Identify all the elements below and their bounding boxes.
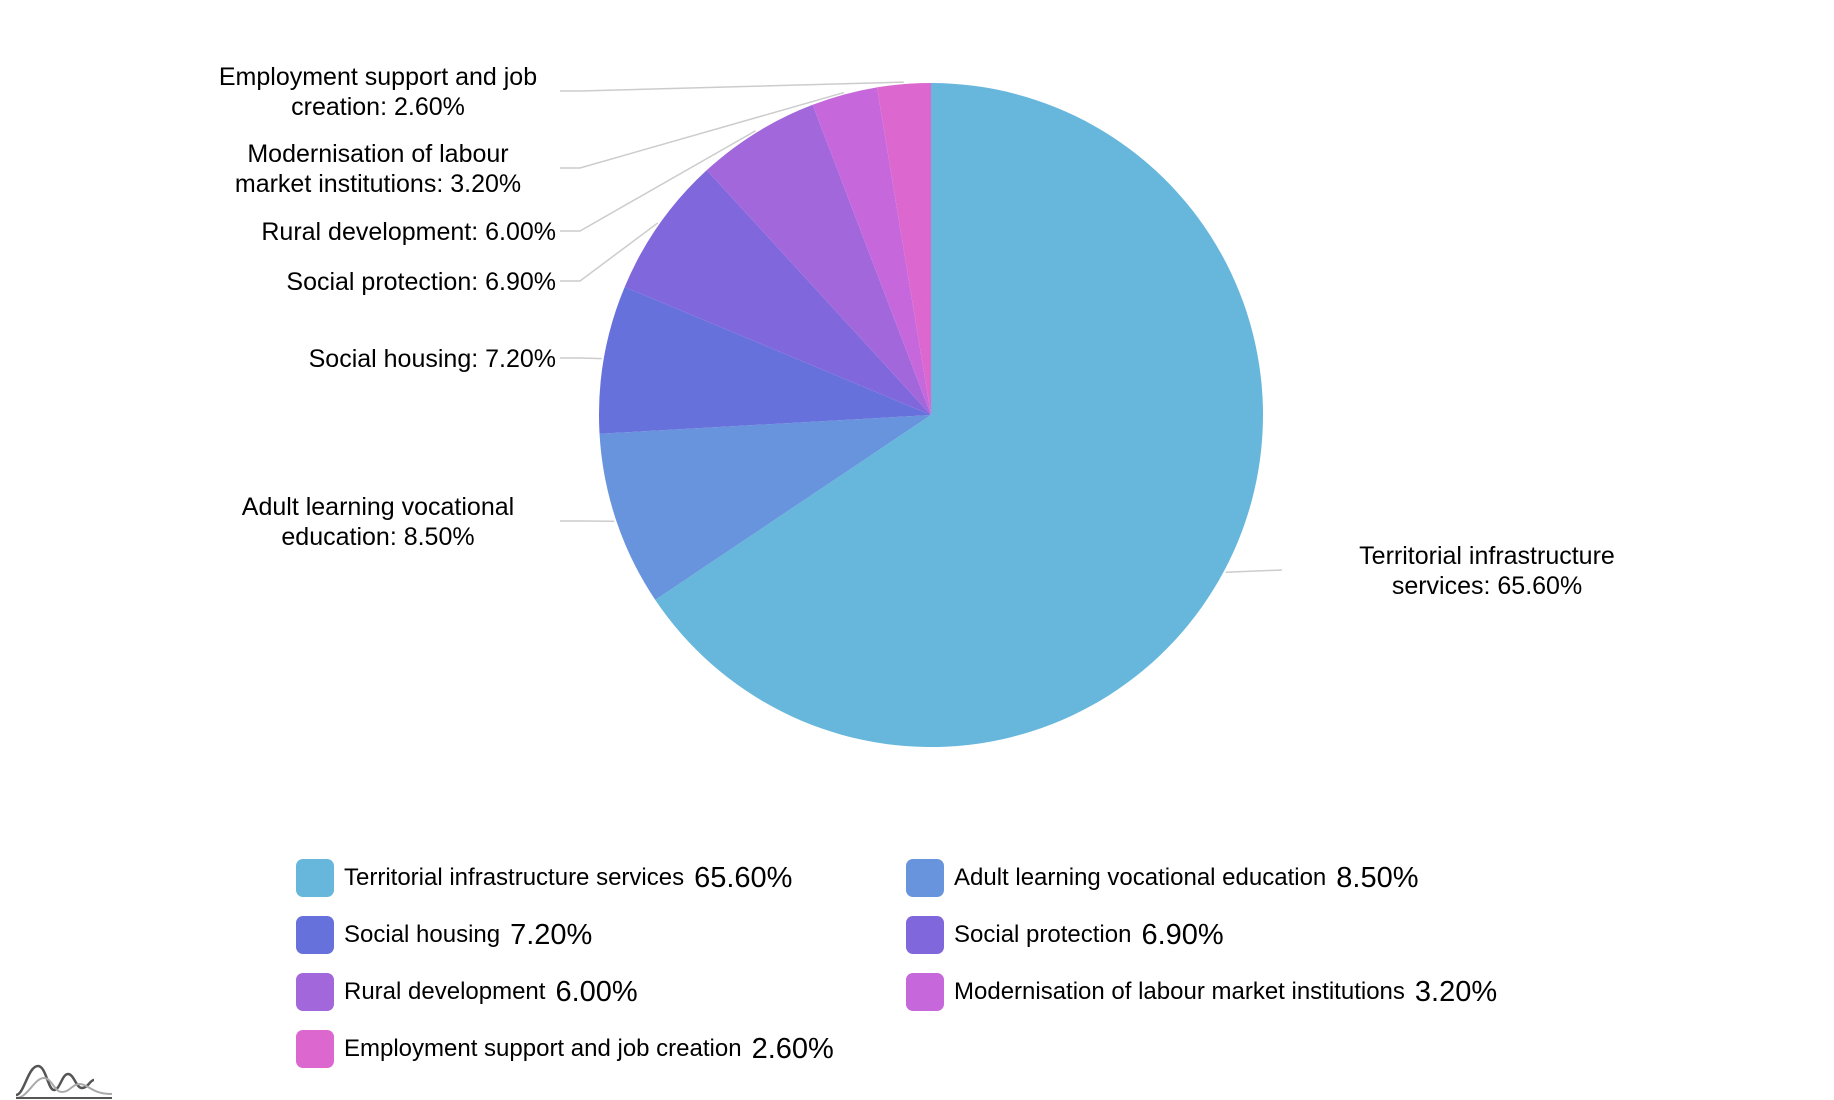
callout-label-0: Territorial infrastructure services: 65.6… (1359, 542, 1615, 600)
pie-slice-5[interactable] (812, 87, 931, 416)
callout-label-line: creation: 2.60% (291, 93, 465, 121)
legend-value: 2.60% (751, 1032, 834, 1065)
callout-label-line: Employment support and job (219, 63, 537, 91)
pie-slice-2[interactable] (599, 286, 931, 434)
callout-label-line: market institutions: 3.20% (235, 170, 521, 198)
legend-label: Territorial infrastructure services (344, 864, 685, 891)
legend-label: Social protection (954, 921, 1132, 948)
callout-label-6: Employment support and job creation: 2.60… (219, 63, 537, 121)
callout-label-line: Social protection: 6.90% (286, 268, 556, 296)
pie-slices (599, 83, 1263, 748)
legend-item[interactable]: Adult learning vocational education 8.50% (906, 858, 1419, 898)
legend-item[interactable]: Social protection 6.90% (906, 915, 1224, 955)
amcharts-logo-icon (15, 1064, 113, 1099)
callout-connector-5 (560, 91, 845, 169)
callout-connector-4 (560, 130, 756, 232)
legend-swatch (296, 916, 334, 954)
callout-label-line: Adult learning vocational (242, 493, 514, 521)
legend-value: 7.20% (510, 918, 593, 951)
callout-labels: Territorial infrastructure services: 65.6… (219, 63, 1615, 600)
legend-swatch (296, 859, 334, 897)
legend-item[interactable]: Rural development 6.00% (296, 972, 638, 1012)
legend-label: Employment support and job creation (344, 1035, 742, 1062)
callout-label-1: Adult learning vocational education: 8.50… (242, 493, 514, 551)
callout-connector-2 (560, 357, 602, 360)
pie-slice-6[interactable] (877, 83, 931, 415)
legend-value: 3.20% (1414, 975, 1498, 1008)
legend-value: 65.60% (694, 861, 793, 894)
callout-label-2: Social housing: 7.20% (309, 345, 556, 373)
callout-label-4: Rural development: 6.00% (261, 218, 556, 246)
legend-value: 6.00% (555, 975, 638, 1008)
callout-label-5: Modernisation of labour market institutio… (235, 140, 521, 198)
callout-connector-0 (1225, 569, 1283, 573)
pie-slice-3[interactable] (624, 170, 931, 415)
pie-slice-1[interactable] (599, 415, 931, 600)
legend-swatch (906, 916, 944, 954)
legend-value: 8.50% (1336, 861, 1419, 894)
callout-label-line: services: 65.60% (1392, 572, 1582, 600)
legend-label: Modernisation of labour market instituti… (954, 978, 1405, 1005)
legend-item[interactable]: Modernisation of labour market instituti… (906, 972, 1497, 1012)
callout-label-line: Territorial infrastructure (1359, 542, 1615, 570)
callout-label-line: education: 8.50% (281, 523, 474, 551)
callout-label-line: Rural development: 6.00% (261, 218, 556, 246)
legend-swatch (906, 859, 944, 897)
legend-value: 6.90% (1141, 918, 1224, 951)
legend-item[interactable]: Territorial infrastructure services 65.60… (296, 858, 792, 898)
pie-chart: Territorial infrastructure services: 65.6… (219, 63, 1615, 748)
legend-swatch (296, 973, 334, 1011)
legend-label: Social housing (344, 921, 501, 948)
callout-connector-3 (560, 222, 659, 282)
legend-label: Rural development (344, 978, 546, 1005)
callout-connector-6 (560, 81, 904, 92)
callout-label-line: Modernisation of labour (247, 140, 508, 168)
callout-label-line: Social housing: 7.20% (309, 345, 556, 373)
callout-connectors (560, 81, 1283, 573)
legend-item[interactable]: Employment support and job creation 2.60% (296, 1029, 834, 1069)
callout-label-3: Social protection: 6.90% (286, 268, 556, 296)
legend-label: Adult learning vocational education (954, 864, 1327, 891)
legend-swatch (296, 1030, 334, 1068)
pie-slice-4[interactable] (706, 104, 931, 415)
legend-item[interactable]: Social housing 7.20% (296, 915, 592, 955)
pie-slice-0[interactable] (655, 83, 1263, 748)
legend-swatch (906, 973, 944, 1011)
